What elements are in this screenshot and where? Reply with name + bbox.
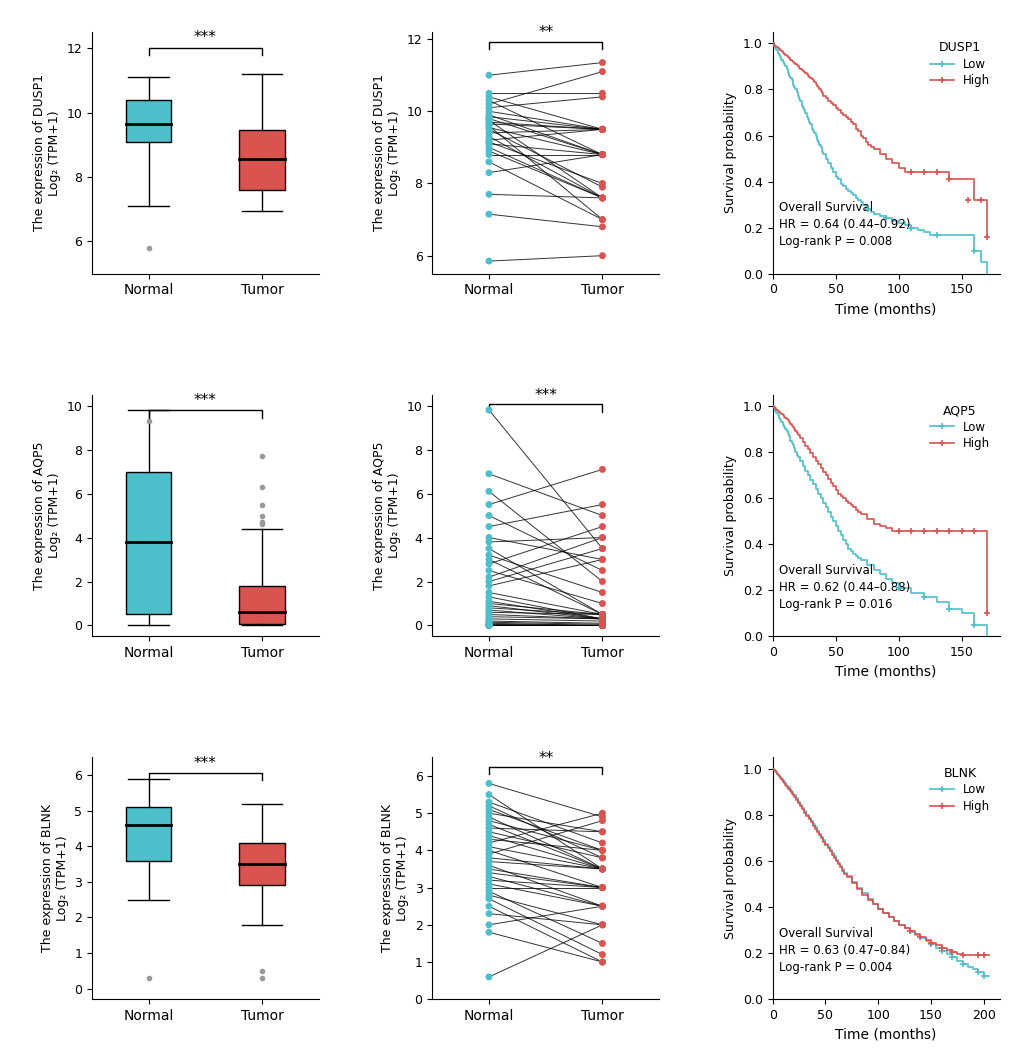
Point — [480, 135, 496, 152]
Point — [594, 146, 610, 163]
Point — [480, 887, 496, 904]
Point — [594, 189, 610, 206]
Point — [594, 823, 610, 840]
Point — [594, 121, 610, 138]
Point — [480, 786, 496, 803]
Text: ***: *** — [194, 756, 216, 771]
Point — [480, 617, 496, 634]
Point — [594, 146, 610, 163]
Point — [480, 121, 496, 138]
Point — [594, 842, 610, 859]
Point — [594, 614, 610, 631]
Point — [594, 562, 610, 579]
Point — [480, 589, 496, 606]
Point — [480, 153, 496, 170]
Point — [480, 573, 496, 590]
Point — [594, 805, 610, 822]
Point — [594, 897, 610, 914]
Y-axis label: Survival probability: Survival probability — [723, 455, 737, 576]
Point — [480, 529, 496, 546]
Point — [594, 606, 610, 623]
Point — [480, 879, 496, 896]
Point — [480, 793, 496, 810]
FancyBboxPatch shape — [239, 586, 284, 624]
Point — [594, 610, 610, 627]
Point — [480, 134, 496, 151]
Point — [594, 121, 610, 138]
Point — [594, 189, 610, 206]
Point — [594, 849, 610, 866]
Point — [480, 85, 496, 102]
Point — [480, 968, 496, 985]
Point — [594, 834, 610, 851]
Point — [480, 164, 496, 181]
Point — [594, 573, 610, 590]
Y-axis label: The expression of AQP5
Log₂ (TPM+1): The expression of AQP5 Log₂ (TPM+1) — [33, 441, 60, 590]
Point — [480, 114, 496, 131]
Point — [480, 584, 496, 601]
Point — [594, 879, 610, 896]
Y-axis label: The expression of DUSP1
Log₂ (TPM+1): The expression of DUSP1 Log₂ (TPM+1) — [33, 74, 60, 232]
Point — [594, 606, 610, 623]
Point — [594, 518, 610, 535]
Point — [480, 615, 496, 632]
Point — [594, 610, 610, 627]
Point — [594, 617, 610, 634]
Point — [594, 879, 610, 896]
Point — [480, 507, 496, 524]
Point — [480, 812, 496, 829]
Text: Overall Survival
HR = 0.63 (0.47–0.84)
Log-rank P = 0.004: Overall Survival HR = 0.63 (0.47–0.84) L… — [779, 927, 910, 974]
Point — [480, 610, 496, 627]
Point — [480, 849, 496, 866]
Point — [594, 879, 610, 896]
Point — [480, 597, 496, 614]
Point — [594, 860, 610, 877]
Point — [594, 612, 610, 629]
Point — [594, 146, 610, 163]
Point — [594, 595, 610, 612]
Point — [594, 954, 610, 971]
Text: **: ** — [538, 750, 552, 765]
Point — [480, 617, 496, 634]
Point — [594, 897, 610, 914]
Y-axis label: Survival probability: Survival probability — [723, 817, 737, 939]
Point — [480, 108, 496, 125]
Point — [594, 897, 610, 914]
Point — [594, 617, 610, 634]
Point — [480, 595, 496, 612]
Point — [594, 85, 610, 102]
Point — [594, 606, 610, 623]
Point — [594, 584, 610, 601]
X-axis label: Time (months): Time (months) — [835, 1028, 935, 1042]
Point — [594, 606, 610, 623]
Point — [594, 529, 610, 546]
Point — [594, 212, 610, 229]
Point — [594, 860, 610, 877]
Point — [480, 842, 496, 859]
Point — [480, 562, 496, 579]
FancyBboxPatch shape — [125, 807, 171, 861]
Point — [480, 103, 496, 120]
Point — [480, 518, 496, 535]
Point — [480, 872, 496, 889]
Point — [480, 897, 496, 914]
Point — [594, 615, 610, 632]
Point — [480, 797, 496, 814]
Point — [480, 124, 496, 141]
Point — [480, 853, 496, 870]
Point — [480, 205, 496, 222]
Point — [480, 106, 496, 123]
Point — [480, 775, 496, 792]
Point — [594, 916, 610, 933]
Point — [594, 121, 610, 138]
Point — [594, 146, 610, 163]
Point — [480, 88, 496, 105]
Point — [594, 617, 610, 634]
Point — [594, 617, 610, 634]
Point — [594, 189, 610, 206]
Point — [480, 924, 496, 941]
Point — [594, 897, 610, 914]
Point — [594, 842, 610, 859]
Point — [594, 189, 610, 206]
Point — [480, 402, 496, 419]
